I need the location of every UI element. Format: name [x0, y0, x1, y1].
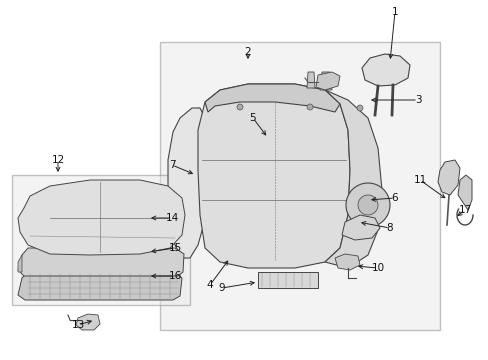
Text: 17: 17 [457, 205, 470, 215]
Text: 14: 14 [165, 213, 178, 223]
Text: 6: 6 [391, 193, 398, 203]
Polygon shape [325, 90, 381, 268]
Text: 12: 12 [51, 155, 64, 165]
Bar [12, 175, 190, 305]
Text: 8: 8 [386, 223, 392, 233]
Text: 9: 9 [218, 283, 225, 293]
Text: 15: 15 [168, 243, 181, 253]
Polygon shape [341, 215, 379, 240]
Polygon shape [437, 160, 459, 195]
Bar [258, 272, 317, 288]
Polygon shape [198, 84, 349, 268]
Polygon shape [18, 272, 182, 300]
Circle shape [356, 105, 362, 111]
Polygon shape [315, 72, 339, 90]
Polygon shape [457, 175, 471, 210]
Text: 16: 16 [168, 271, 181, 281]
Bar [160, 42, 439, 330]
Polygon shape [18, 248, 183, 276]
Text: 5: 5 [249, 113, 256, 123]
Text: 11: 11 [412, 175, 426, 185]
Polygon shape [76, 314, 100, 330]
Text: 7: 7 [168, 160, 175, 170]
Polygon shape [319, 72, 331, 90]
Circle shape [357, 195, 377, 215]
Polygon shape [18, 180, 184, 255]
Text: 2: 2 [244, 47, 251, 57]
Polygon shape [334, 254, 359, 270]
Polygon shape [361, 54, 409, 86]
Polygon shape [18, 255, 22, 272]
Circle shape [306, 104, 312, 110]
Text: 3: 3 [414, 95, 421, 105]
Polygon shape [204, 84, 339, 112]
Text: 4: 4 [206, 280, 213, 290]
Text: 13: 13 [71, 320, 84, 330]
Polygon shape [306, 72, 314, 88]
Polygon shape [168, 108, 207, 258]
Circle shape [237, 104, 243, 110]
Text: 10: 10 [371, 263, 384, 273]
Circle shape [346, 183, 389, 227]
Text: 1: 1 [391, 7, 398, 17]
